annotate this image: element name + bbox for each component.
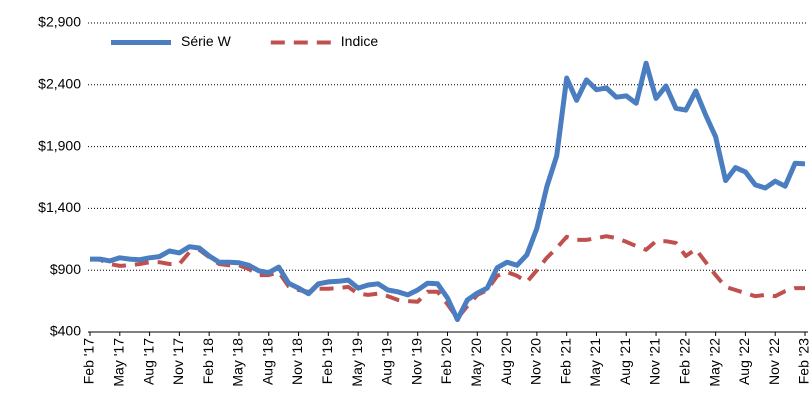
x-tick-label: Feb '23: [796, 338, 811, 384]
legend-label: Indice: [341, 33, 379, 49]
x-tick-label: Nov '18: [289, 338, 305, 385]
y-tick-label: $900: [50, 261, 81, 277]
x-tick-label: Nov '21: [647, 338, 663, 385]
legend: Série W Indice: [89, 24, 401, 61]
x-tick-label: May '17: [110, 338, 126, 387]
x-tick-label: May '21: [587, 338, 603, 387]
y-tick-label: $400: [50, 323, 81, 339]
x-tick-label: Aug '22: [736, 338, 752, 385]
series-line: [90, 60, 806, 323]
x-tick-label: Aug '21: [617, 338, 633, 385]
x-tick-label: Feb '21: [557, 338, 573, 384]
y-tick-label: $2,400: [38, 76, 81, 92]
x-tick-label: Nov '20: [528, 338, 544, 385]
x-tick-label: Feb '20: [438, 338, 454, 384]
x-tick-label: Aug '19: [379, 338, 395, 385]
x-tick-label: May '20: [468, 338, 484, 387]
x-tick-label: Aug '18: [259, 338, 275, 385]
x-tick-label: May '19: [349, 338, 365, 387]
x-tick-label: Feb '19: [319, 338, 335, 384]
x-tick-label: Nov '22: [766, 338, 782, 385]
y-tick-label: $2,900: [38, 14, 81, 30]
x-tick-label: Feb '18: [200, 338, 216, 384]
x-tick-label: May '22: [706, 338, 722, 387]
y-tick-label: $1,400: [38, 199, 81, 215]
x-tick-label: Feb '17: [81, 338, 97, 384]
x-tick-label: Nov '19: [408, 338, 424, 385]
x-tick-label: Aug '20: [498, 338, 514, 385]
x-tick-label: May '18: [230, 338, 246, 387]
x-tick-label: Aug '17: [140, 338, 156, 385]
x-tick-label: Nov '17: [170, 338, 186, 385]
x-tick-label: Feb '22: [677, 338, 693, 384]
y-tick-label: $1,900: [38, 137, 81, 153]
legend-label: Série W: [181, 33, 232, 49]
